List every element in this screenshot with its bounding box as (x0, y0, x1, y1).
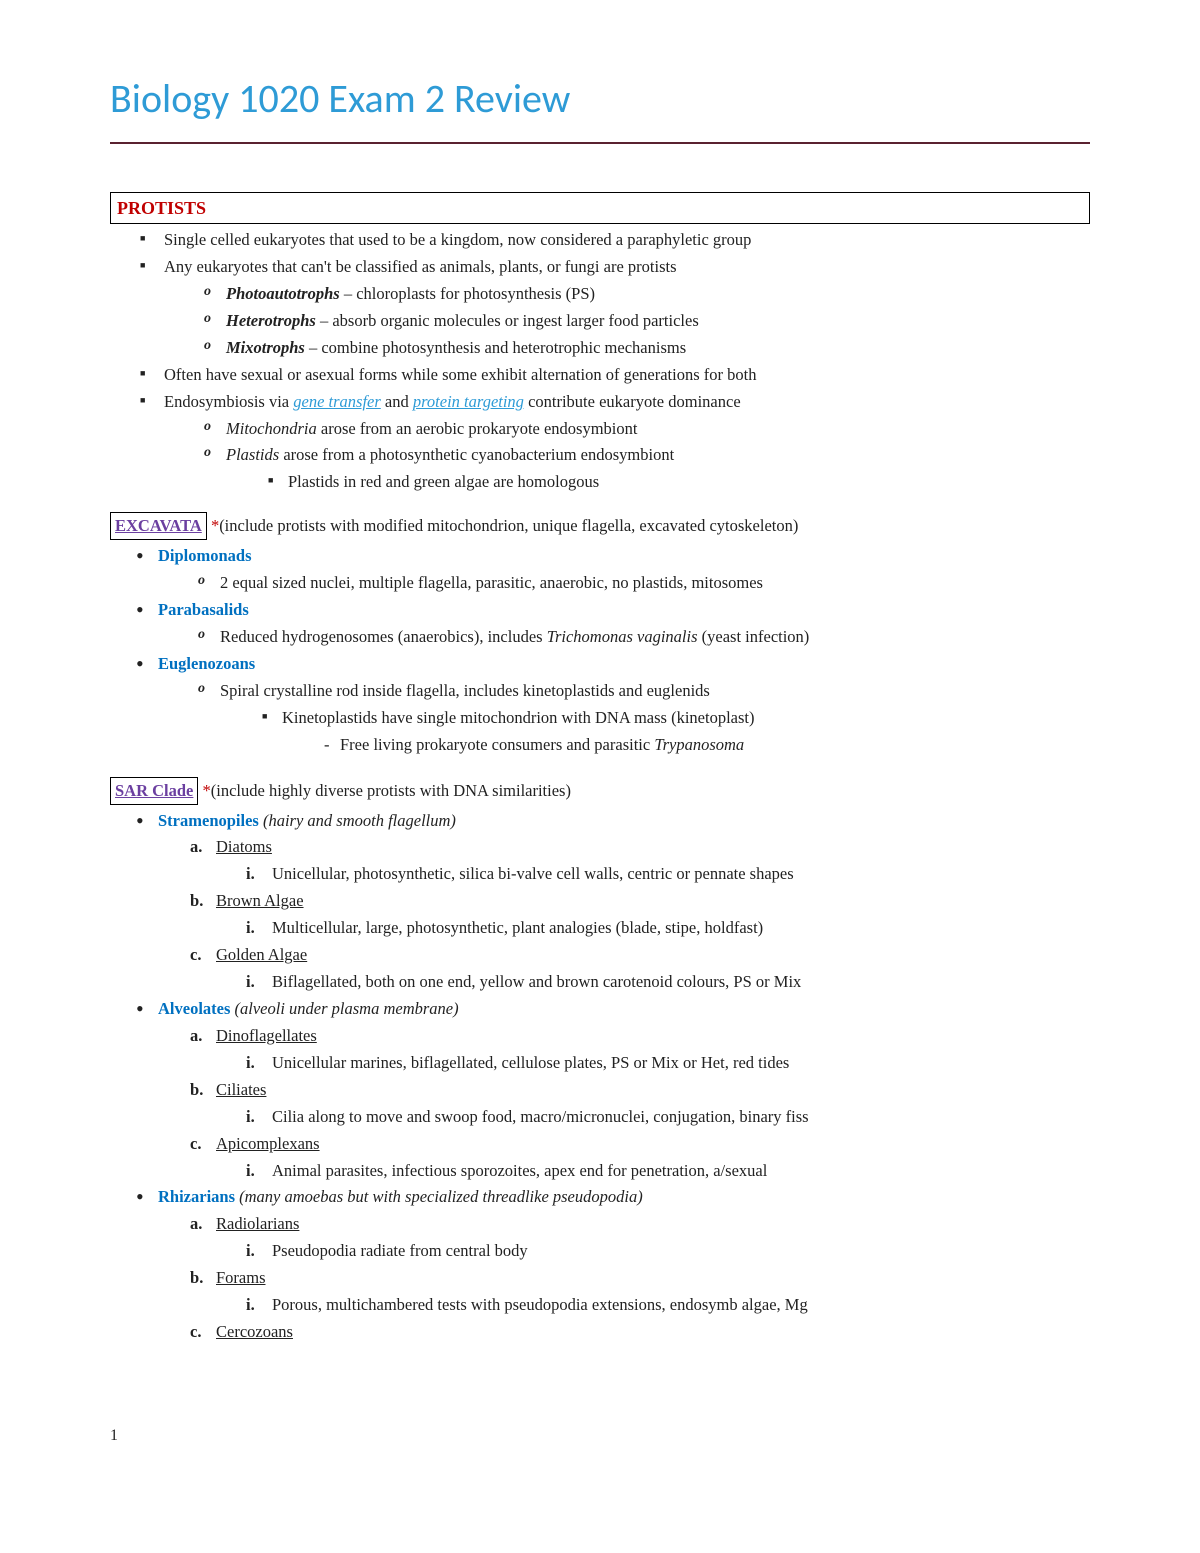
list-item: Mitochondria arose from an aerobic proka… (200, 417, 1090, 441)
list-item: Stramenopiles (hairy and smooth flagellu… (128, 809, 1090, 994)
list-item: 2 equal sized nuclei, multiple flagella,… (194, 571, 1090, 595)
subgroup: Golden Algae (216, 945, 307, 964)
list-item: Any eukaryotes that can't be classified … (134, 255, 1090, 360)
list-item: Unicellular marines, biflagellated, cell… (246, 1051, 1090, 1075)
list-item: Single celled eukaryotes that used to be… (134, 228, 1090, 252)
section-label: PROTISTS (117, 198, 206, 218)
text: – chloroplasts for photosynthesis (PS) (340, 284, 595, 303)
clade-box: SAR Clade (110, 777, 198, 805)
list-item: Diplomonads 2 equal sized nuclei, multip… (128, 544, 1090, 595)
text: Endosymbiosis via (164, 392, 293, 411)
list-item: Photoautotrophs – chloroplasts for photo… (200, 282, 1090, 306)
list-item: Mixotrophs – combine photosynthesis and … (200, 336, 1090, 360)
subgroup: Diatoms (216, 837, 272, 856)
link-protein-targeting[interactable]: protein targeting (413, 392, 524, 411)
group-name: Parabasalids (158, 600, 249, 619)
subgroup: Cercozoans (216, 1322, 293, 1341)
list-item: Biflagellated, both on one end, yellow a… (246, 970, 1090, 994)
list-item: Multicellular, large, photosynthetic, pl… (246, 916, 1090, 940)
species: Trypanosoma (654, 735, 744, 754)
subgroup: Radiolarians (216, 1214, 299, 1233)
clade-label: SAR Clade (115, 781, 193, 800)
text: – absorb organic molecules or ingest lar… (316, 311, 699, 330)
subgroup: Brown Algae (216, 891, 304, 910)
list-item: Heterotrophs – absorb organic molecules … (200, 309, 1090, 333)
text: Any eukaryotes that can't be classified … (164, 257, 677, 276)
list-item: Apicomplexans Animal parasites, infectio… (190, 1132, 1090, 1183)
page-number: 1 (110, 1424, 1090, 1447)
term: Plastids (226, 445, 279, 464)
term: Mitochondria (226, 419, 317, 438)
list-item: Cercozoans (190, 1320, 1090, 1344)
list-item: Radiolarians Pseudopodia radiate from ce… (190, 1212, 1090, 1263)
sar-list: Stramenopiles (hairy and smooth flagellu… (128, 809, 1090, 1344)
clade-desc: (include highly diverse protists with DN… (211, 781, 571, 800)
term: Photoautotrophs (226, 284, 340, 303)
text: arose from a photosynthetic cyanobacteri… (279, 445, 674, 464)
list-item: Animal parasites, infectious sporozoites… (246, 1159, 1090, 1183)
subgroup: Dinoflagellates (216, 1026, 317, 1045)
list-item: Unicellular, photosynthetic, silica bi-v… (246, 862, 1090, 886)
text: Kinetoplastids have single mitochondrion… (282, 708, 754, 727)
clade-box: EXCAVATA (110, 512, 207, 540)
section-heading-protists: PROTISTS (110, 192, 1090, 224)
group-note: (alveoli under plasma membrane) (235, 999, 459, 1018)
clade-desc: (include protists with modified mitochon… (219, 516, 798, 535)
excavata-list: Diplomonads 2 equal sized nuclei, multip… (128, 544, 1090, 756)
list-item: Euglenozoans Spiral crystalline rod insi… (128, 652, 1090, 757)
list-item: Often have sexual or asexual forms while… (134, 363, 1090, 387)
list-item: Reduced hydrogenosomes (anaerobics), inc… (194, 625, 1090, 649)
clade-sar: SAR Clade *(include highly diverse proti… (110, 777, 1090, 805)
list-item: Plastids in red and green algae are homo… (262, 470, 1090, 494)
list-item: Ciliates Cilia along to move and swoop f… (190, 1078, 1090, 1129)
list-item: Brown Algae Multicellular, large, photos… (190, 889, 1090, 940)
subgroup: Forams (216, 1268, 266, 1287)
list-item: Free living prokaryote consumers and par… (318, 733, 1090, 757)
text: Free living prokaryote consumers and par… (340, 735, 654, 754)
clade-excavata: EXCAVATA *(include protists with modifie… (110, 512, 1090, 540)
term: Mixotrophs (226, 338, 305, 357)
list-item: Pseudopodia radiate from central body (246, 1239, 1090, 1263)
text: (yeast infection) (698, 627, 810, 646)
list-item: Alveolates (alveoli under plasma membran… (128, 997, 1090, 1182)
subgroup: Ciliates (216, 1080, 266, 1099)
text: Reduced hydrogenosomes (anaerobics), inc… (220, 627, 547, 646)
list-item: Plastids arose from a photosynthetic cya… (200, 443, 1090, 494)
list-item: Kinetoplastids have single mitochondrion… (256, 706, 1090, 757)
list-item: Endosymbiosis via gene transfer and prot… (134, 390, 1090, 495)
text: Spiral crystalline rod inside flagella, … (220, 681, 710, 700)
list-item: Cilia along to move and swoop food, macr… (246, 1105, 1090, 1129)
star: * (207, 516, 219, 535)
clade-label: EXCAVATA (115, 516, 202, 535)
list-item: Rhizarians (many amoebas but with specia… (128, 1185, 1090, 1344)
list-item: Spiral crystalline rod inside flagella, … (194, 679, 1090, 757)
list-item: Diatoms Unicellular, photosynthetic, sil… (190, 835, 1090, 886)
species: Trichomonas vaginalis (547, 627, 698, 646)
protists-list: Single celled eukaryotes that used to be… (134, 228, 1090, 494)
group-name: Alveolates (158, 999, 235, 1018)
group-name: Euglenozoans (158, 654, 255, 673)
text: arose from an aerobic prokaryote endosym… (317, 419, 638, 438)
group-note: (hairy and smooth flagellum) (263, 811, 456, 830)
group-note: (many amoebas but with specialized threa… (239, 1187, 643, 1206)
list-item: Porous, multichambered tests with pseudo… (246, 1293, 1090, 1317)
group-name: Diplomonads (158, 546, 252, 565)
list-item: Dinoflagellates Unicellular marines, bif… (190, 1024, 1090, 1075)
document-title: Biology 1020 Exam 2 Review (110, 70, 1090, 128)
text: – combine photosynthesis and heterotroph… (305, 338, 686, 357)
text: contribute eukaryote dominance (524, 392, 741, 411)
star: * (198, 781, 210, 800)
list-item: Parabasalids Reduced hydrogenosomes (ana… (128, 598, 1090, 649)
term: Heterotrophs (226, 311, 316, 330)
group-name: Rhizarians (158, 1187, 239, 1206)
title-rule (110, 142, 1090, 144)
text: and (381, 392, 413, 411)
group-name: Stramenopiles (158, 811, 263, 830)
list-item: Forams Porous, multichambered tests with… (190, 1266, 1090, 1317)
link-gene-transfer[interactable]: gene transfer (293, 392, 381, 411)
subgroup: Apicomplexans (216, 1134, 320, 1153)
list-item: Golden Algae Biflagellated, both on one … (190, 943, 1090, 994)
